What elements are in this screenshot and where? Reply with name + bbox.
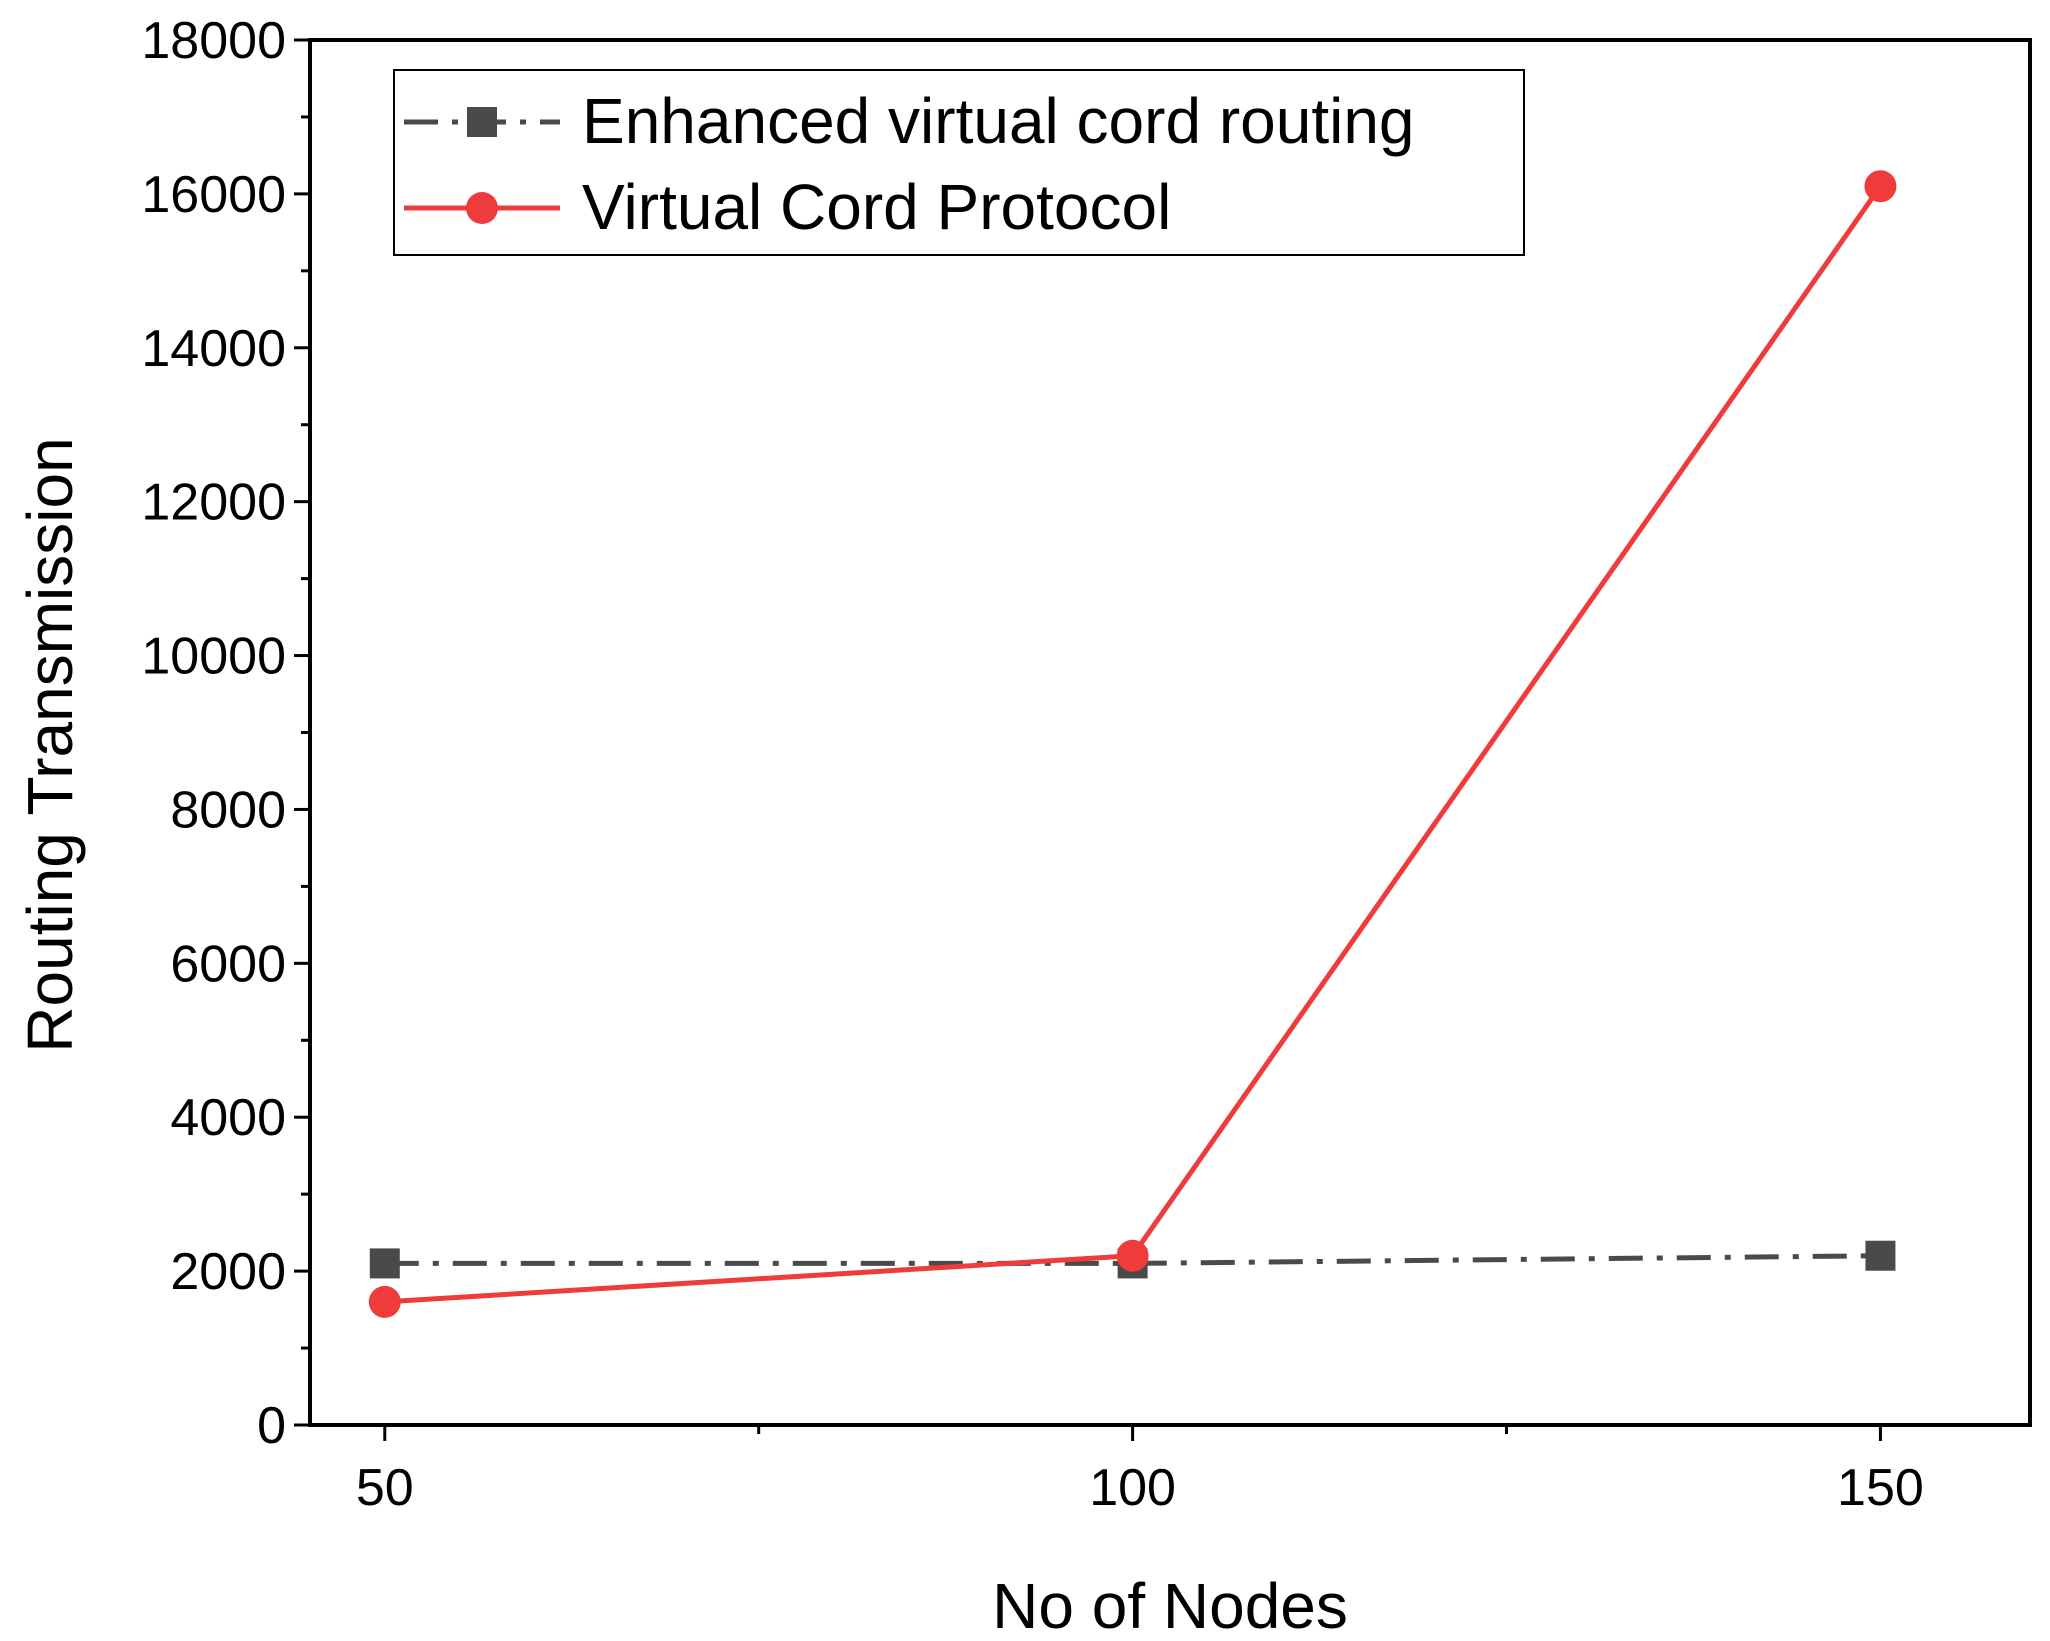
y-tick-label: 6000 — [170, 935, 286, 993]
x-tick-label: 50 — [356, 1459, 414, 1517]
y-tick-label: 12000 — [141, 474, 286, 532]
legend-marker-circle — [466, 192, 498, 224]
legend-box — [393, 69, 1525, 256]
series-line-enhanced-virtual-cord-routing — [384, 1253, 1881, 1266]
y-tick-label: 4000 — [170, 1089, 286, 1147]
legend-label-virtual-cord-protocol: Virtual Cord Protocol — [582, 171, 1171, 243]
y-tick-label: 2000 — [170, 1243, 286, 1301]
y-tick-label: 0 — [257, 1397, 286, 1455]
y-axis-title: Routing Transmission — [14, 437, 86, 1052]
series-layer — [368, 170, 1897, 1318]
y-tick-label: 14000 — [141, 320, 286, 378]
legend-marker-square — [467, 107, 497, 137]
data-point-virtual-cord-protocol — [1116, 1239, 1149, 1272]
x-tick-label: 150 — [1837, 1459, 1924, 1517]
y-tick-label: 8000 — [170, 781, 286, 839]
axes: 0 2000 4000 6000 8000 10000 12000 14000 16000 180… — [141, 12, 2032, 1517]
data-point-enhanced-virtual-cord-routing — [1865, 1240, 1896, 1271]
data-point-virtual-cord-protocol — [368, 1285, 401, 1318]
y-tick-label: 10000 — [141, 628, 286, 686]
y-tick-label: 18000 — [141, 12, 286, 70]
data-point-enhanced-virtual-cord-routing — [369, 1248, 400, 1279]
legend-label-enhanced-virtual-cord-routing: Enhanced virtual cord routing — [582, 85, 1415, 157]
x-axis-title: No of Nodes — [992, 1570, 1348, 1636]
x-tick-label: 100 — [1089, 1459, 1176, 1517]
data-point-virtual-cord-protocol — [1864, 170, 1897, 203]
y-tick-label: 16000 — [141, 166, 286, 224]
legend: Enhanced virtual cord routing Virtual Co… — [393, 69, 1525, 256]
series-line-virtual-cord-protocol — [384, 184, 1883, 1305]
